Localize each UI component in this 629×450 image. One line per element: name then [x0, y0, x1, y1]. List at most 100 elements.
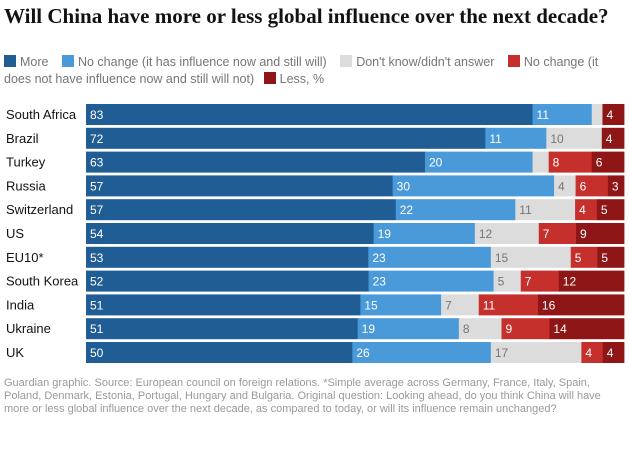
legend-item-more: More — [4, 55, 48, 69]
value-label-turkey-less: 6 — [596, 156, 603, 170]
bar-brazil-no_change_has — [485, 127, 547, 149]
bar-eu10-more — [86, 246, 369, 268]
value-label-brazil-dont_know: 10 — [550, 132, 564, 146]
category-label-russia: Russia — [6, 178, 47, 193]
bar-us-no_change_has — [373, 223, 476, 244]
value-label-brazil-less: 4 — [606, 132, 613, 146]
value-label-russia-no_change_has: 30 — [397, 179, 411, 193]
bar-us-less — [576, 223, 625, 244]
bar-south-korea-no_change_not — [520, 270, 560, 292]
value-label-switzerland-no_change_has: 22 — [400, 203, 414, 217]
legend: More No change (it has influence now and… — [4, 54, 626, 88]
bar-ukraine-less — [549, 318, 625, 340]
value-label-us-more: 54 — [90, 227, 104, 241]
value-label-south-africa-more: 83 — [90, 108, 104, 122]
value-label-us-no_change_has: 19 — [378, 227, 392, 241]
bar-south-africa-dont_know — [591, 104, 603, 125]
bar-us-dont_know — [474, 223, 540, 244]
bar-eu10-no_change_has — [368, 246, 492, 268]
value-label-uk-dont_know: 17 — [495, 346, 509, 360]
bar-turkey-less — [591, 151, 625, 173]
bar-switzerland-more — [86, 199, 397, 221]
value-label-ukraine-more: 51 — [90, 322, 104, 336]
bar-ukraine-no_change_has — [357, 318, 460, 340]
value-label-eu10-no_change_not: 5 — [575, 251, 582, 265]
value-label-turkey-no_change_not: 8 — [553, 156, 560, 170]
value-label-south-korea-no_change_has: 23 — [373, 275, 387, 289]
bar-switzerland-no_change_has — [395, 199, 516, 221]
bar-eu10-no_change_not — [570, 246, 598, 268]
bar-india-no_change_not — [478, 294, 539, 316]
bar-uk-no_change_has — [352, 342, 492, 363]
bar-south-africa-more — [86, 104, 533, 125]
value-label-ukraine-no_change_not: 9 — [505, 322, 512, 336]
legend-item-less: Less, % — [258, 72, 324, 86]
value-label-eu10-no_change_has: 23 — [372, 251, 386, 265]
bar-russia-more — [86, 175, 394, 197]
bar-south-korea-less — [558, 270, 625, 292]
category-label-south-korea: South Korea — [6, 274, 79, 289]
bar-russia-no_change_has — [392, 175, 555, 197]
category-label-turkey: Turkey — [6, 155, 46, 170]
value-label-south-africa-less: 4 — [606, 108, 613, 122]
value-label-russia-no_change_not: 6 — [580, 179, 587, 193]
legend-swatch-dont-know — [340, 55, 353, 67]
value-label-uk-less: 4 — [607, 346, 614, 360]
legend-label-dont-know: Don't know/didn't answer — [356, 55, 495, 69]
bar-uk-no_change_not — [581, 342, 604, 363]
bar-south-korea-more — [86, 270, 369, 292]
bar-turkey-more — [86, 151, 426, 173]
bar-eu10-less — [597, 246, 625, 268]
bar-india-dont_know — [441, 294, 480, 316]
value-label-eu10-dont_know: 15 — [495, 251, 509, 265]
category-label-brazil: Brazil — [6, 131, 39, 146]
value-label-turkey-no_change_has: 20 — [429, 156, 443, 170]
value-label-uk-no_change_not: 4 — [585, 346, 592, 360]
value-label-india-no_change_not: 11 — [483, 298, 496, 312]
legend-label-no-change-not: No change (it does not have influence no… — [4, 55, 599, 86]
value-label-brazil-more: 72 — [90, 132, 104, 146]
bar-south-africa-no_change_has — [532, 104, 593, 125]
value-label-brazil-no_change_has: 11 — [489, 132, 502, 146]
value-label-uk-no_change_has: 26 — [356, 346, 370, 360]
bar-south-korea-dont_know — [493, 270, 522, 292]
value-label-eu10-less: 5 — [601, 251, 608, 265]
category-label-switzerland: Switzerland — [6, 202, 73, 217]
bar-ukraine-dont_know — [458, 318, 502, 340]
bar-uk-more — [86, 342, 353, 363]
value-label-switzerland-less: 5 — [601, 203, 608, 217]
bar-south-africa-less — [602, 104, 625, 125]
value-label-uk-more: 50 — [90, 346, 104, 360]
category-label-us: US — [6, 226, 24, 241]
legend-label-no-change-has: No change (it has influence now and stil… — [77, 55, 327, 69]
value-label-south-korea-less: 12 — [563, 275, 577, 289]
bar-south-korea-no_change_has — [368, 270, 494, 292]
legend-swatch-more — [4, 55, 16, 67]
bar-india-no_change_has — [360, 294, 442, 316]
category-label-india: India — [6, 297, 35, 312]
value-label-india-less: 16 — [542, 298, 556, 312]
value-label-switzerland-no_change_not: 4 — [579, 203, 586, 217]
bar-turkey-no_change_not — [548, 151, 593, 173]
bar-brazil-less — [601, 127, 625, 149]
legend-item-no-change-has: No change (it has influence now and stil… — [61, 55, 327, 69]
value-label-switzerland-dont_know: 11 — [519, 203, 532, 217]
value-label-india-no_change_has: 15 — [364, 298, 378, 312]
value-label-turkey-more: 63 — [90, 156, 104, 170]
bar-russia-less — [607, 175, 625, 197]
value-label-india-dont_know: 7 — [445, 298, 452, 312]
legend-item-dont-know: Don't know/didn't answer — [340, 55, 494, 69]
value-label-south-korea-no_change_not: 7 — [525, 275, 532, 289]
bar-us-more — [86, 223, 375, 244]
bar-brazil-dont_know — [546, 127, 603, 149]
chart-title: Will China have more or less global infl… — [4, 4, 609, 28]
value-label-switzerland-more: 57 — [90, 203, 104, 217]
value-label-us-dont_know: 12 — [479, 227, 493, 241]
legend-label-more: More — [20, 55, 49, 69]
bar-russia-dont_know — [554, 175, 576, 197]
category-label-uk: UK — [6, 345, 24, 360]
bar-switzerland-less — [596, 199, 625, 221]
bar-ukraine-more — [86, 318, 359, 340]
value-label-ukraine-no_change_has: 19 — [362, 322, 376, 336]
